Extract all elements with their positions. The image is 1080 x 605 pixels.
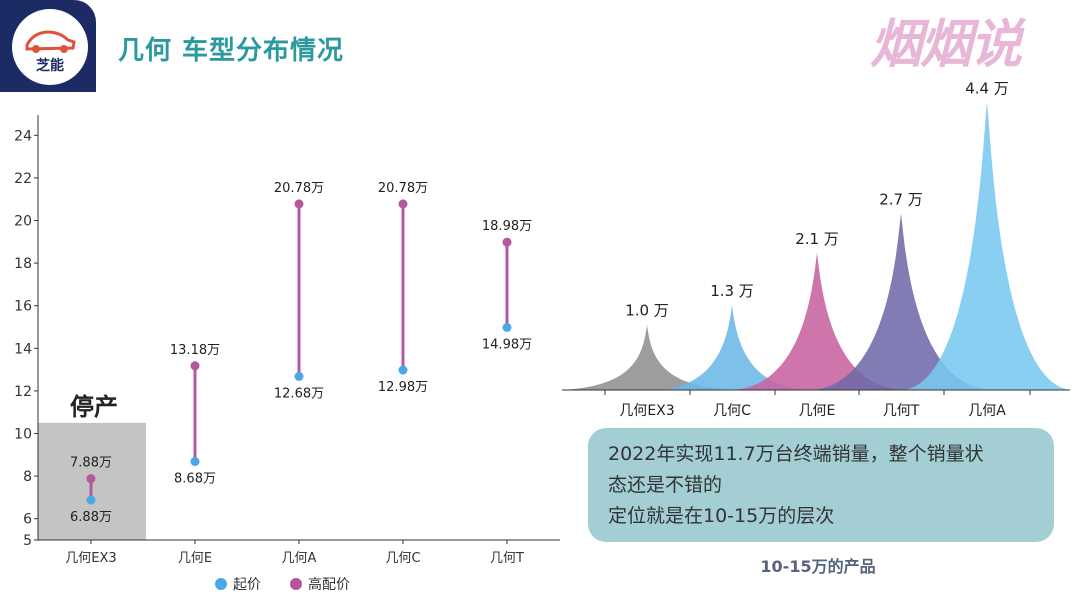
low-price-label: 8.68万 (174, 472, 216, 487)
high-price-label: 18.98万 (482, 219, 532, 234)
x-category-label: 几何E (799, 403, 836, 419)
sales-peak (732, 252, 902, 390)
page-title: 几何 车型分布情况 (118, 36, 345, 66)
low-price-label: 6.88万 (70, 510, 112, 525)
high-price-label: 20.78万 (378, 181, 428, 196)
low-price-point (398, 365, 408, 375)
watermark: 烟烟说 (870, 15, 1022, 75)
discontinued-label: 停产 (70, 393, 118, 421)
y-tick-label: 22 (14, 171, 32, 187)
x-category-label: 几何A (968, 403, 1006, 419)
high-price-point (398, 199, 408, 209)
low-price-label: 14.98万 (482, 337, 532, 352)
sales-value-label: 2.1 万 (795, 230, 839, 248)
sales-value-label: 4.4 万 (965, 80, 1009, 98)
y-tick-label: 5 (23, 533, 32, 549)
x-tick-label: 几何EX3 (65, 550, 116, 566)
low-price-point (190, 457, 200, 467)
high-price-point (86, 474, 96, 484)
x-tick-label: 几何E (178, 550, 212, 566)
legend-marker-top-price (290, 578, 302, 590)
y-tick-label: 14 (14, 341, 32, 357)
info-line-2: 态还是不错的 (608, 474, 723, 496)
low-price-point (294, 371, 304, 381)
low-price-label: 12.98万 (378, 380, 428, 395)
x-category-label: 几何T (883, 403, 920, 419)
sales-value-label: 1.0 万 (625, 302, 669, 320)
legend-marker-start-price (215, 578, 227, 590)
y-tick-label: 12 (14, 384, 32, 400)
x-category-label: 几何EX3 (619, 403, 674, 419)
high-price-label: 13.18万 (170, 343, 220, 358)
low-price-label: 12.68万 (274, 386, 324, 401)
logo-text: 芝能 (36, 57, 64, 74)
high-price-point (502, 237, 512, 247)
sales-peak (562, 324, 732, 390)
car-logo-icon: 芝能 (0, 0, 96, 92)
info-line-3: 定位就是在10-15万的层次 (608, 505, 835, 527)
y-tick-label: 24 (14, 128, 32, 144)
high-price-point (190, 361, 200, 371)
legend-label-top-price: 高配价 (308, 576, 350, 593)
sales-value-label: 1.3 万 (710, 282, 754, 300)
high-price-label: 20.78万 (274, 181, 324, 196)
x-tick-label: 几何C (385, 550, 420, 566)
x-tick-label: 几何T (490, 550, 524, 566)
info-line-1: 2022年实现11.7万台终端销量，整个销量状 (608, 443, 984, 465)
high-price-point (294, 199, 304, 209)
y-tick-label: 8 (23, 469, 32, 485)
caption: 10-15万的产品 (760, 557, 876, 576)
sales-value-label: 2.7 万 (879, 191, 923, 209)
info-box: 2022年实现11.7万台终端销量，整个销量状 态还是不错的 定位就是在10-1… (588, 428, 1054, 542)
y-tick-label: 6 (23, 512, 32, 528)
y-tick-label: 20 (14, 214, 32, 230)
sales-peak (657, 305, 807, 390)
y-tick-label: 10 (14, 427, 32, 443)
y-tick-label: 18 (14, 256, 32, 272)
low-price-point (502, 322, 512, 332)
low-price-point (86, 495, 96, 505)
sales-peak (811, 213, 991, 390)
x-tick-label: 几何A (282, 550, 317, 566)
sales-peak (902, 102, 1072, 391)
y-tick-label: 16 (14, 299, 32, 315)
logo: 芝能 (0, 0, 96, 92)
legend-label-start-price: 起价 (233, 577, 261, 593)
x-category-label: 几何C (713, 403, 751, 419)
high-price-label: 7.88万 (70, 456, 112, 471)
